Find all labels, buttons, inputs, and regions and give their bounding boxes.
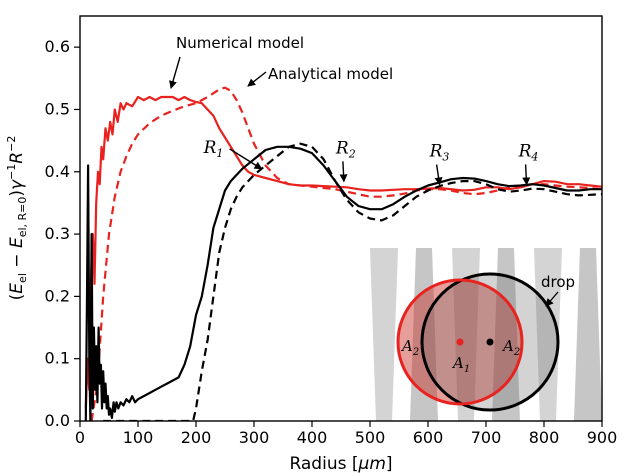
x-tick-label: 400 xyxy=(297,428,328,447)
x-tick-label: 800 xyxy=(529,428,560,447)
a1-label: A1 xyxy=(451,354,470,375)
annotations: Numerical model Analytical model xyxy=(169,34,393,89)
inset-schematic: drop A1 A2 A2 xyxy=(362,248,602,421)
r3-arrow xyxy=(434,164,443,186)
inset-lattice xyxy=(370,248,602,421)
drop-outline xyxy=(420,272,560,412)
a2-right-label: A2 xyxy=(501,337,520,358)
x-tick-label: 200 xyxy=(181,428,212,447)
drop-arrow xyxy=(545,291,559,307)
center-red xyxy=(456,338,464,346)
series-red-solid-line xyxy=(84,95,602,409)
series-black-solid-line xyxy=(84,145,602,421)
numerical-model-label: Numerical model xyxy=(176,34,304,52)
r4-label: R4 xyxy=(518,141,539,163)
series-red-dashed-line xyxy=(90,86,602,421)
x-tick-label: 900 xyxy=(587,428,618,447)
series-black-dashed-line xyxy=(103,142,602,421)
x-tick-label: 0 xyxy=(75,428,85,447)
y-tick-label: 0.1 xyxy=(45,349,70,368)
y-tick-label: 0.3 xyxy=(45,224,70,243)
plot-frame xyxy=(79,15,603,422)
y-tick-label: 0.6 xyxy=(45,37,70,56)
x-tick-label: 700 xyxy=(471,428,502,447)
drop-label: drop xyxy=(541,273,575,291)
r2-label: R2 xyxy=(335,138,356,160)
y-tick-label: 0.5 xyxy=(45,99,70,118)
r1-arrow xyxy=(229,148,263,170)
x-tick-label: 600 xyxy=(413,428,444,447)
x-axis-label: Radius [μm] xyxy=(289,454,392,473)
r4-arrow xyxy=(522,164,531,186)
r3-label: R3 xyxy=(429,141,450,163)
analytical-model-label: Analytical model xyxy=(268,65,393,83)
contact-outline xyxy=(396,278,524,406)
x-tick-label: 100 xyxy=(123,428,154,447)
y-tick-label: 0.0 xyxy=(45,411,70,430)
r2-arrow xyxy=(339,161,348,183)
center-black xyxy=(486,338,494,346)
x-tick-label: 500 xyxy=(355,428,386,447)
analytical-arrow xyxy=(247,71,267,87)
y-tick-label: 0.2 xyxy=(45,286,70,305)
x-tick-label: 300 xyxy=(239,428,270,447)
y-tick-label: 0.4 xyxy=(45,162,70,181)
numerical-arrow xyxy=(169,56,181,89)
y-axis-label: (Eel − Eel, R=0)γ−1R−2 xyxy=(5,136,29,301)
r1-label: R1 xyxy=(203,138,224,160)
a2-left-label: A2 xyxy=(400,337,419,358)
